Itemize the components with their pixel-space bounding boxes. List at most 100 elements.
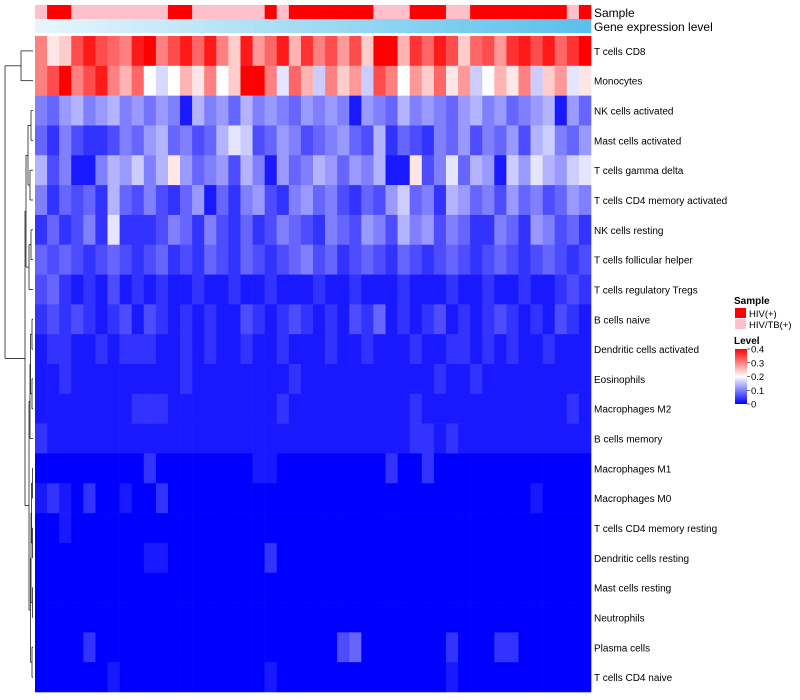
row-label: Macrophages M2 [594, 405, 672, 416]
heatmap-cell [264, 572, 278, 603]
heatmap-cell [180, 304, 193, 335]
row-label: T cells CD8 [594, 47, 646, 58]
heatmap-cell [288, 214, 302, 246]
heatmap-cell [143, 483, 157, 514]
heatmap-cell [518, 274, 531, 305]
heatmap-cell [240, 393, 253, 424]
heatmap-cell [433, 334, 447, 365]
heatmap-cell [385, 155, 398, 186]
heatmap-cell [240, 36, 253, 67]
heatmap-cell [313, 155, 326, 186]
heatmap-cell [554, 602, 568, 633]
heatmap-cell [409, 95, 423, 126]
heatmap-cell [35, 572, 48, 603]
heatmap-cell [518, 364, 531, 395]
heatmap-cell [337, 483, 350, 514]
heatmap-cell [494, 662, 507, 693]
heatmap-cell [83, 334, 96, 365]
heatmap-cell [578, 274, 592, 305]
heatmap-cell [494, 483, 507, 514]
heatmap-cell [542, 185, 556, 216]
sample-annotation-cell [180, 5, 193, 19]
heatmap-cell [192, 483, 205, 514]
heatmap-cell [421, 125, 435, 156]
heatmap-cell [530, 125, 543, 156]
heatmap-cell [421, 304, 435, 335]
heatmap-cell [409, 65, 423, 96]
heatmap-cell [445, 125, 459, 156]
heatmap-cell [494, 274, 507, 305]
heatmap-cell [83, 125, 96, 156]
heatmap-cell [192, 95, 205, 126]
heatmap-cell [373, 334, 386, 365]
heatmap-cell [252, 95, 265, 126]
expression-annotation-cell [542, 19, 556, 33]
heatmap-cell [385, 185, 398, 216]
heatmap-cell [240, 572, 253, 603]
heatmap-cell [421, 334, 435, 365]
heatmap-cell [216, 185, 229, 216]
heatmap-cell [518, 214, 531, 246]
heatmap-cell [518, 513, 531, 544]
heatmap-cell [276, 274, 290, 305]
expression-annotation-cell [95, 19, 108, 33]
expression-annotation-cell [35, 19, 48, 33]
heatmap-cell [155, 423, 169, 454]
heatmap-cell [470, 65, 483, 96]
heatmap-cell [288, 513, 302, 544]
sample-annotation-cell [59, 5, 72, 19]
heatmap-cell [276, 364, 290, 395]
heatmap-cell [349, 95, 362, 126]
heatmap-cell [131, 244, 145, 275]
heatmap-cell [276, 393, 290, 424]
heatmap-cell [95, 483, 108, 514]
heatmap-cell [83, 155, 96, 186]
heatmap-cell [385, 513, 398, 544]
heatmap-cell [409, 244, 423, 275]
heatmap-cell [349, 36, 362, 67]
heatmap-cell [458, 36, 471, 67]
heatmap-cell [470, 304, 483, 335]
heatmap-cell [530, 364, 543, 395]
heatmap-cell [83, 453, 96, 484]
heatmap-cell [578, 364, 592, 395]
expression-annotation-cell [566, 19, 580, 33]
heatmap-cell [494, 572, 507, 603]
heatmap-cell [216, 125, 229, 156]
heatmap-cell [313, 632, 326, 663]
heatmap-cell [35, 483, 48, 514]
heatmap-cell [482, 244, 495, 275]
heatmap-cell [204, 334, 217, 365]
heatmap-cell [494, 513, 507, 544]
heatmap-cell [167, 632, 181, 663]
heatmap-cell [288, 155, 302, 186]
heatmap-cell [288, 364, 302, 395]
heatmap-cell [107, 632, 120, 663]
heatmap-cell [313, 513, 326, 544]
heatmap-cell [313, 334, 326, 365]
heatmap-cell [252, 423, 265, 454]
sample-annotation-cell [397, 5, 410, 19]
heatmap-cell [349, 364, 362, 395]
heatmap-cells [35, 36, 592, 693]
heatmap-cell [216, 244, 229, 275]
heatmap-cell [180, 483, 193, 514]
heatmap-cell [421, 364, 435, 395]
heatmap-cell [300, 572, 314, 603]
heatmap-cell [276, 572, 290, 603]
heatmap-cell [385, 274, 398, 305]
heatmap-cell [566, 423, 580, 454]
heatmap-cell [470, 393, 483, 424]
row-label: Mast cells activated [594, 136, 681, 147]
heatmap-cell [397, 214, 410, 246]
heatmap-cell [409, 274, 423, 305]
heatmap-cell [131, 36, 145, 67]
heatmap-cell [288, 95, 302, 126]
heatmap-cell [47, 423, 60, 454]
heatmap-cell [264, 453, 278, 484]
sample-annotation-cell [107, 5, 120, 19]
heatmap-cell [35, 185, 48, 216]
heatmap-cell [119, 185, 132, 216]
sample-annotation-cell [131, 5, 145, 19]
heatmap-cell [445, 393, 459, 424]
